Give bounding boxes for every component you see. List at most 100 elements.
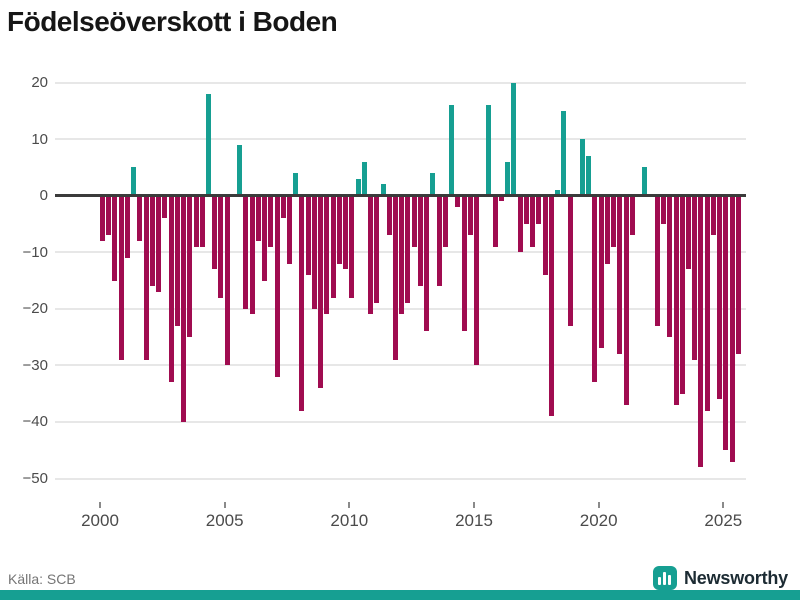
bar-2020-Q4: [617, 197, 623, 355]
bar-2016-Q2: [505, 161, 511, 196]
bar-2013-Q1: [424, 197, 430, 332]
bar-2020-Q1: [598, 197, 604, 349]
bar-2014-Q3: [461, 197, 467, 332]
bar-2000-Q4: [118, 197, 124, 360]
bar-2016-Q3: [511, 82, 517, 196]
bar-2025-Q2: [729, 197, 735, 462]
newsworthy-logo: Newsworthy: [652, 566, 788, 594]
y-axis-label: 20: [31, 74, 48, 92]
brand-bottom-strip: [0, 590, 800, 600]
x-axis-label: 2000: [81, 511, 119, 530]
bar-2020-Q2: [604, 197, 610, 264]
gridline: [55, 477, 746, 480]
bar-2022-Q3: [661, 197, 667, 224]
bar-2013-Q2: [430, 173, 436, 196]
bar-2025-Q1: [723, 197, 729, 451]
bar-2012-Q3: [411, 197, 417, 247]
newsworthy-wordmark: Newsworthy: [683, 567, 788, 588]
bar-2004-Q2: [205, 93, 211, 196]
bar-2021-Q1: [623, 197, 629, 405]
bar-2018-Q3: [561, 110, 567, 196]
bar-2005-Q1: [224, 197, 230, 366]
y-axis-label: −50: [22, 470, 48, 488]
bar-2009-Q4: [343, 197, 349, 270]
bar-2013-Q3: [436, 197, 442, 287]
bar-2000-Q2: [106, 197, 112, 236]
logo-bar-3: [667, 575, 671, 585]
y-axis-label: −10: [22, 243, 48, 261]
bar-2013-Q4: [442, 197, 448, 247]
bar-2021-Q4: [642, 167, 648, 196]
bar-2001-Q4: [143, 197, 149, 360]
bar-2002-Q3: [162, 197, 168, 219]
bar-2000-Q1: [100, 197, 105, 241]
bar-2011-Q1: [374, 197, 380, 304]
bar-2008-Q4: [318, 197, 324, 389]
bar-2003-Q1: [174, 197, 180, 326]
bar-2014-Q4: [467, 197, 473, 236]
bar-2017-Q4: [542, 197, 548, 275]
bar-2023-Q4: [692, 197, 698, 360]
bar-2010-Q4: [368, 197, 374, 315]
bar-2004-Q3: [212, 197, 218, 270]
bar-2018-Q1: [548, 197, 554, 417]
bar-2023-Q2: [679, 197, 685, 394]
bar-2011-Q2: [380, 184, 386, 196]
bar-2007-Q3: [287, 197, 292, 264]
x-axis-tick: [597, 502, 600, 508]
bar-2004-Q4: [218, 197, 224, 298]
bar-2016-Q1: [498, 197, 504, 202]
bar-2016-Q4: [517, 197, 523, 253]
gridline: [55, 364, 746, 367]
bar-2012-Q1: [399, 197, 405, 315]
bar-2019-Q3: [586, 156, 592, 196]
gridline: [55, 138, 746, 141]
bar-2015-Q4: [492, 197, 498, 247]
bar-2018-Q4: [567, 197, 573, 326]
bar-2018-Q2: [555, 190, 561, 196]
bar-2008-Q3: [311, 197, 317, 309]
x-axis-label: 2025: [704, 511, 743, 530]
bar-2017-Q1: [523, 197, 529, 224]
bar-2010-Q3: [361, 161, 367, 196]
bar-2007-Q2: [280, 197, 286, 219]
x-axis-tick: [722, 502, 725, 508]
chart-title: Födelseöverskott i Boden: [7, 6, 338, 37]
bar-2024-Q4: [717, 197, 723, 400]
bar-2022-Q4: [667, 197, 673, 338]
x-axis-label: 2005: [205, 511, 244, 530]
bar-2006-Q2: [255, 197, 261, 241]
bar-2011-Q3: [386, 197, 392, 236]
bar-2006-Q3: [262, 197, 268, 281]
logo-bar-1: [657, 577, 661, 585]
bar-2006-Q1: [249, 197, 255, 315]
bar-2010-Q2: [355, 178, 361, 196]
bar-2009-Q2: [330, 197, 336, 298]
bar-2001-Q1: [124, 197, 130, 258]
bar-2008-Q1: [299, 197, 305, 411]
bar-2015-Q3: [486, 105, 492, 196]
bar-2019-Q4: [592, 197, 598, 383]
x-axis-tick: [99, 502, 101, 508]
x-axis-label: 2010: [330, 511, 369, 530]
bar-2011-Q4: [392, 197, 398, 360]
bar-2019-Q2: [579, 139, 585, 196]
bar-2003-Q4: [193, 197, 199, 247]
x-axis-tick: [223, 502, 226, 508]
zero-axis-line: [55, 194, 746, 198]
x-axis-tick: [473, 502, 475, 508]
bar-chart-plot-area: 20 10 0 −10 −20 −30 −40 −50 2000 2005 2010 2015 2020…: [22, 74, 746, 530]
bar-2005-Q3: [237, 144, 243, 196]
bar-2007-Q1: [274, 197, 280, 377]
bar-2024-Q3: [710, 197, 716, 236]
x-axis-label: 2020: [579, 511, 618, 530]
y-axis-label: 0: [39, 187, 48, 205]
x-axis-tick: [348, 502, 351, 508]
bar-2023-Q1: [673, 197, 679, 405]
bar-2012-Q4: [417, 197, 423, 287]
bar-2012-Q2: [405, 197, 411, 304]
bar-2017-Q3: [536, 197, 542, 224]
bar-2002-Q1: [149, 197, 155, 287]
bar-2009-Q3: [336, 197, 342, 264]
